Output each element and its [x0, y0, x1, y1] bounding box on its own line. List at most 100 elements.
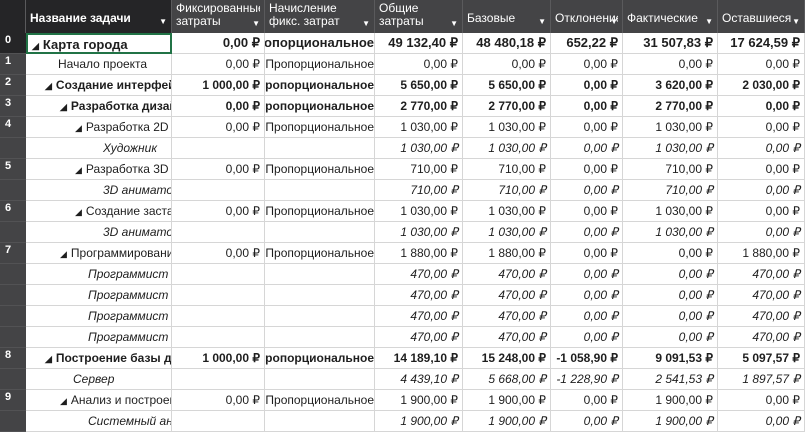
task-row[interactable]: 8◢Построение базы данных1 000,00 ₽Пропор… — [0, 348, 805, 369]
actual-cell[interactable]: 2 770,00 ₽ — [623, 96, 718, 117]
fixed-cell[interactable] — [172, 411, 265, 432]
fixed-cell[interactable] — [172, 327, 265, 348]
baseline-cell[interactable]: 48 480,18 ₽ — [463, 33, 551, 54]
variance-cell[interactable]: 0,00 ₽ — [551, 96, 623, 117]
task-name-cell[interactable]: ◢Разработка дизайна — [26, 96, 172, 117]
accrual-cell[interactable] — [265, 327, 375, 348]
assignment-row[interactable]: Сервер 4 439,10 ₽5 668,00 ₽ -1 228,90 ₽2 5… — [0, 369, 805, 390]
remaining-cell[interactable]: 0,00 ₽ — [718, 390, 805, 411]
fixed-cell[interactable] — [172, 138, 265, 159]
fixed-cell[interactable] — [172, 264, 265, 285]
task-row[interactable]: 5 ◢ Разработка 3D 0,00 ₽ Пропорциональное 710… — [0, 159, 805, 180]
fixed-cell[interactable]: 0,00 ₽ — [172, 33, 265, 54]
variance-cell[interactable]: 0,00 ₽ — [551, 327, 623, 348]
actual-cell[interactable]: 3 620,00 ₽ — [623, 75, 718, 96]
baseline-cell[interactable]: 1 030,00 ₽ — [463, 117, 551, 138]
variance-cell[interactable]: 0,00 ₽ — [551, 306, 623, 327]
accrual-cell[interactable]: Пропорциональное — [265, 243, 375, 264]
accrual-cell[interactable]: Пропорциональное — [265, 96, 375, 117]
task-row[interactable]: 3◢Разработка дизайна 0,00 ₽ Пропорциональн… — [0, 96, 805, 117]
baseline-cell[interactable]: 710,00 ₽ — [463, 180, 551, 201]
remaining-cell[interactable]: 0,00 ₽ — [718, 159, 805, 180]
actual-cell[interactable]: 1 030,00 ₽ — [623, 117, 718, 138]
fixed-cell[interactable]: 1 000,00 ₽ — [172, 348, 265, 369]
collapse-triangle-icon[interactable]: ◢ — [60, 102, 67, 112]
variance-cell[interactable]: 0,00 ₽ — [551, 159, 623, 180]
fixed-cell[interactable] — [172, 285, 265, 306]
header-total-cost[interactable]: Общие затраты ▼ — [375, 0, 463, 33]
header-task-name[interactable]: Название задачи ▼ — [0, 0, 172, 33]
baseline-cell[interactable]: 1 030,00 ₽ — [463, 138, 551, 159]
header-variance[interactable]: Отклонение ▼ — [551, 0, 623, 33]
fixed-cell[interactable] — [172, 180, 265, 201]
total-cell[interactable]: 470,00 ₽ — [375, 264, 463, 285]
actual-cell[interactable]: 1 030,00 ₽ — [623, 222, 718, 243]
baseline-cell[interactable]: 2 770,00 ₽ — [463, 96, 551, 117]
variance-cell[interactable]: 652,22 ₽ — [551, 33, 623, 54]
filter-dropdown-icon[interactable]: ▼ — [610, 17, 618, 26]
row-number[interactable]: 9 — [0, 390, 26, 411]
actual-cell[interactable]: 1 900,00 ₽ — [623, 390, 718, 411]
collapse-triangle-icon[interactable]: ◢ — [45, 81, 52, 91]
row-number[interactable]: 5 — [0, 159, 26, 180]
filter-dropdown-icon[interactable]: ▼ — [538, 17, 546, 26]
total-cell[interactable]: 1 030,00 ₽ — [375, 222, 463, 243]
task-name-cell[interactable]: 3D аниматор — [26, 222, 172, 243]
assignment-row[interactable]: Программист 470,00 ₽470,00 ₽0,00 ₽0,00 ₽4… — [0, 327, 805, 348]
total-cell[interactable]: 2 770,00 ₽ — [375, 96, 463, 117]
row-number[interactable]: 2 — [0, 75, 26, 96]
collapse-triangle-icon[interactable]: ◢ — [75, 123, 82, 133]
task-name-cell[interactable]: ◢ Разработка 3D — [26, 159, 172, 180]
task-name-cell[interactable]: ◢ Разработка 2D — [26, 117, 172, 138]
actual-cell[interactable]: 0,00 ₽ — [623, 327, 718, 348]
assignment-row[interactable]: Программист 470,00 ₽470,00 ₽0,00 ₽0,00 ₽4… — [0, 264, 805, 285]
fixed-cell[interactable] — [172, 369, 265, 390]
baseline-cell[interactable]: 0,00 ₽ — [463, 54, 551, 75]
task-name-cell[interactable]: Начало проекта — [26, 54, 172, 75]
variance-cell[interactable]: 0,00 ₽ — [551, 117, 623, 138]
task-row[interactable]: 7 ◢ Программирование 0,00 ₽ Пропорциональное… — [0, 243, 805, 264]
actual-cell[interactable]: 1 900,00 ₽ — [623, 411, 718, 432]
remaining-cell[interactable]: 0,00 ₽ — [718, 222, 805, 243]
fixed-cell[interactable]: 0,00 ₽ — [172, 201, 265, 222]
total-cell[interactable]: 5 650,00 ₽ — [375, 75, 463, 96]
remaining-cell[interactable]: 470,00 ₽ — [718, 306, 805, 327]
collapse-triangle-icon[interactable]: ◢ — [32, 41, 39, 51]
assignment-row[interactable]: 3D аниматор710,00 ₽710,00 ₽0,00 ₽710,00 … — [0, 180, 805, 201]
variance-cell[interactable]: 0,00 ₽ — [551, 138, 623, 159]
accrual-cell[interactable]: Пропорциональное — [265, 390, 375, 411]
task-name-cell[interactable]: ◢Создание интерфейса — [26, 75, 172, 96]
remaining-cell[interactable]: 0,00 ₽ — [718, 117, 805, 138]
task-name-cell[interactable]: ◢Создание заставки — [26, 201, 172, 222]
accrual-cell[interactable] — [265, 222, 375, 243]
fixed-cell[interactable] — [172, 306, 265, 327]
row-number[interactable] — [0, 411, 26, 432]
row-number[interactable] — [0, 180, 26, 201]
actual-cell[interactable]: 0,00 ₽ — [623, 243, 718, 264]
total-cell[interactable]: 1 030,00 ₽ — [375, 201, 463, 222]
task-row[interactable]: 1 Начало проекта 0,00 ₽ Пропорциональное 0,0… — [0, 54, 805, 75]
baseline-cell[interactable]: 5 650,00 ₽ — [463, 75, 551, 96]
actual-cell[interactable]: 9 091,53 ₽ — [623, 348, 718, 369]
row-number[interactable]: 3 — [0, 96, 26, 117]
accrual-cell[interactable] — [265, 285, 375, 306]
actual-cell[interactable]: 0,00 ₽ — [623, 264, 718, 285]
remaining-cell[interactable]: 17 624,59 ₽ — [718, 33, 805, 54]
assignment-row[interactable]: 3D аниматор1 030,00 ₽1 030,00 ₽0,00 ₽1 0… — [0, 222, 805, 243]
task-name-cell[interactable]: Программист — [26, 264, 172, 285]
actual-cell[interactable]: 2 541,53 ₽ — [623, 369, 718, 390]
actual-cell[interactable]: 1 030,00 ₽ — [623, 201, 718, 222]
collapse-triangle-icon[interactable]: ◢ — [60, 249, 67, 259]
actual-cell[interactable]: 0,00 ₽ — [623, 54, 718, 75]
select-all-corner[interactable] — [0, 0, 26, 33]
variance-cell[interactable]: 0,00 ₽ — [551, 180, 623, 201]
variance-cell[interactable]: 0,00 ₽ — [551, 390, 623, 411]
actual-cell[interactable]: 1 030,00 ₽ — [623, 138, 718, 159]
variance-cell[interactable]: 0,00 ₽ — [551, 264, 623, 285]
row-number[interactable]: 7 — [0, 243, 26, 264]
baseline-cell[interactable]: 1 880,00 ₽ — [463, 243, 551, 264]
row-number[interactable] — [0, 222, 26, 243]
task-name-cell[interactable]: Программист — [26, 327, 172, 348]
row-number[interactable]: 4 — [0, 117, 26, 138]
